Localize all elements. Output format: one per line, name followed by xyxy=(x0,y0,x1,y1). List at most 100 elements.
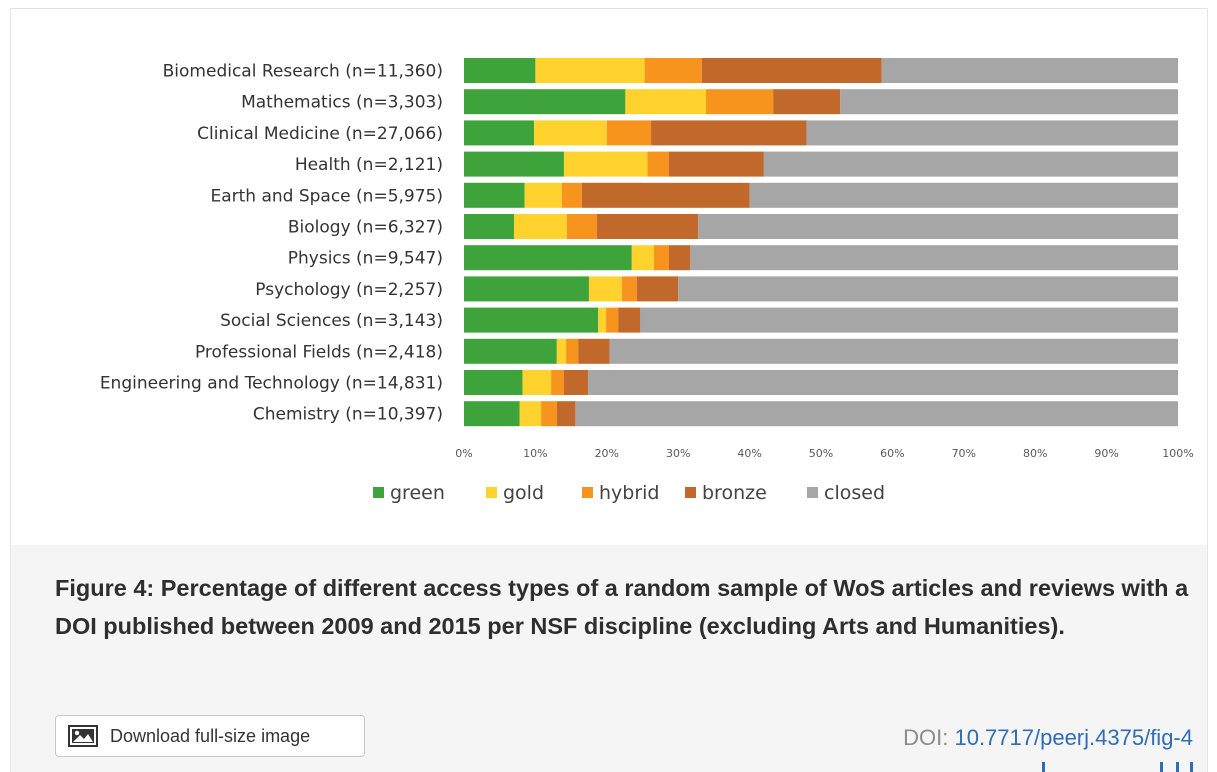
bar-earth-and-space-gold xyxy=(524,182,562,208)
category-label-professional-fields: Professional Fields (n=2,418) xyxy=(195,342,443,362)
category-label-social-sciences: Social Sciences (n=3,143) xyxy=(220,311,443,331)
download-button-label: Download full-size image xyxy=(110,725,311,746)
bar-health-gold xyxy=(563,151,648,177)
x-tick-label: 100% xyxy=(1162,447,1193,460)
bar-biomedical-research-green xyxy=(464,58,536,83)
category-label-engineering-and-technology: Engineering and Technology (n=14,831) xyxy=(100,374,443,394)
bar-earth-and-space-green xyxy=(464,182,525,208)
bar-physics-gold xyxy=(631,245,654,271)
x-tick-label: 80% xyxy=(1023,447,1047,460)
bar-social-sciences-closed xyxy=(640,307,1178,333)
category-label-mathematics: Mathematics (n=3,303) xyxy=(241,93,443,113)
bar-psychology-hybrid xyxy=(621,276,637,302)
x-tick-label: 50% xyxy=(809,447,833,460)
bar-biomedical-research-hybrid xyxy=(644,58,702,83)
bar-professional-fields-closed xyxy=(609,338,1178,364)
bar-mathematics-bronze xyxy=(773,89,841,115)
clipped-link-fragment xyxy=(1030,760,1200,772)
figure-caption: Figure 4: Percentage of different access… xyxy=(55,575,1189,639)
bar-mathematics-gold xyxy=(625,89,707,115)
x-tick-label: 20% xyxy=(595,447,619,460)
bar-chemistry-closed xyxy=(575,401,1178,427)
bar-biomedical-research-bronze xyxy=(701,58,882,83)
bar-engineering-and-technology-bronze xyxy=(563,370,589,395)
category-label-physics: Physics (n=9,547) xyxy=(288,249,443,269)
bar-clinical-medicine-gold xyxy=(533,120,607,146)
bar-professional-fields-hybrid xyxy=(566,338,579,364)
x-tick-label: 0% xyxy=(455,447,472,460)
legend-swatch-hybrid xyxy=(582,487,593,498)
download-full-size-image-button[interactable]: Download full-size image xyxy=(55,715,365,757)
bar-physics-green xyxy=(464,245,632,271)
category-label-health: Health (n=2,121) xyxy=(295,155,443,175)
bar-clinical-medicine-closed xyxy=(806,120,1178,146)
bar-professional-fields-bronze xyxy=(578,338,610,364)
bar-biology-green xyxy=(464,214,514,239)
bar-chemistry-green xyxy=(464,401,520,427)
bar-engineering-and-technology-green xyxy=(464,370,523,395)
legend-swatch-green xyxy=(373,487,384,498)
bar-psychology-bronze xyxy=(636,276,679,302)
bar-physics-closed xyxy=(690,245,1178,271)
x-tick-label: 60% xyxy=(880,447,904,460)
category-label-clinical-medicine: Clinical Medicine (n=27,066) xyxy=(197,124,443,144)
bar-clinical-medicine-green xyxy=(464,120,534,146)
bar-health-green xyxy=(464,151,564,177)
bar-social-sciences-hybrid xyxy=(606,307,619,333)
bar-earth-and-space-bronze xyxy=(581,182,750,208)
category-label-earth-and-space: Earth and Space (n=5,975) xyxy=(210,186,443,206)
bar-psychology-gold xyxy=(588,276,622,302)
x-tick-label: 10% xyxy=(523,447,547,460)
bar-social-sciences-gold xyxy=(598,307,607,333)
bar-earth-and-space-hybrid xyxy=(561,182,582,208)
legend-label-hybrid: hybrid xyxy=(599,482,660,504)
legend-label-green: green xyxy=(390,482,445,504)
category-label-biology: Biology (n=6,327) xyxy=(288,218,443,238)
bar-mathematics-closed xyxy=(840,89,1178,115)
stacked-bar-chart: Biomedical Research (n=11,360) Mathematic… xyxy=(100,58,1194,504)
category-label-psychology: Psychology (n=2,257) xyxy=(255,280,443,300)
bar-clinical-medicine-bronze xyxy=(651,120,807,146)
bar-professional-fields-gold xyxy=(556,338,567,364)
bar-earth-and-space-closed xyxy=(749,182,1178,208)
legend-label-closed: closed xyxy=(824,482,885,504)
image-icon xyxy=(68,725,98,747)
bar-biology-bronze xyxy=(596,214,699,239)
doi-prefix: DOI: xyxy=(903,725,949,750)
bar-psychology-closed xyxy=(678,276,1178,302)
bar-mathematics-hybrid xyxy=(706,89,774,115)
doi-line: DOI: 10.7717/peerj.4375/fig-4 xyxy=(903,725,1193,751)
bar-engineering-and-technology-gold xyxy=(522,370,552,395)
bar-engineering-and-technology-closed xyxy=(588,370,1178,395)
bar-biology-closed xyxy=(698,214,1178,239)
bar-health-hybrid xyxy=(647,151,669,177)
legend-label-gold: gold xyxy=(503,482,544,504)
legend: green gold hybrid bronze closed xyxy=(373,482,885,504)
x-tick-label: 70% xyxy=(952,447,976,460)
figure-card: Biomedical Research (n=11,360) Mathematic… xyxy=(10,8,1208,772)
x-tick-label: 30% xyxy=(666,447,690,460)
bars xyxy=(464,58,1178,427)
legend-swatch-gold xyxy=(486,487,497,498)
x-axis-ticks: 0% 10% 20% 30% 40% 50% 60% 70% 80% 90% 100% xyxy=(455,447,1193,460)
bar-social-sciences-bronze xyxy=(618,307,641,333)
doi-link[interactable]: 10.7717/peerj.4375/fig-4 xyxy=(954,725,1193,750)
bar-biomedical-research-closed xyxy=(881,58,1178,83)
bar-chemistry-gold xyxy=(519,401,542,427)
legend-swatch-bronze xyxy=(685,487,696,498)
bar-health-closed xyxy=(763,151,1178,177)
bar-health-bronze xyxy=(668,151,764,177)
bar-social-sciences-green xyxy=(464,307,599,333)
bar-biomedical-research-gold xyxy=(535,58,645,83)
category-label-chemistry: Chemistry (n=10,397) xyxy=(253,405,443,425)
bar-mathematics-green xyxy=(464,89,626,115)
bar-clinical-medicine-hybrid xyxy=(606,120,652,146)
x-tick-label: 40% xyxy=(737,447,761,460)
bar-biology-hybrid xyxy=(566,214,597,239)
bar-biology-gold xyxy=(513,214,567,239)
bar-psychology-green xyxy=(464,276,589,302)
legend-swatch-closed xyxy=(807,487,818,498)
bar-engineering-and-technology-hybrid xyxy=(551,370,564,395)
chart-panel: Biomedical Research (n=11,360) Mathematic… xyxy=(11,9,1207,545)
legend-label-bronze: bronze xyxy=(702,482,767,504)
